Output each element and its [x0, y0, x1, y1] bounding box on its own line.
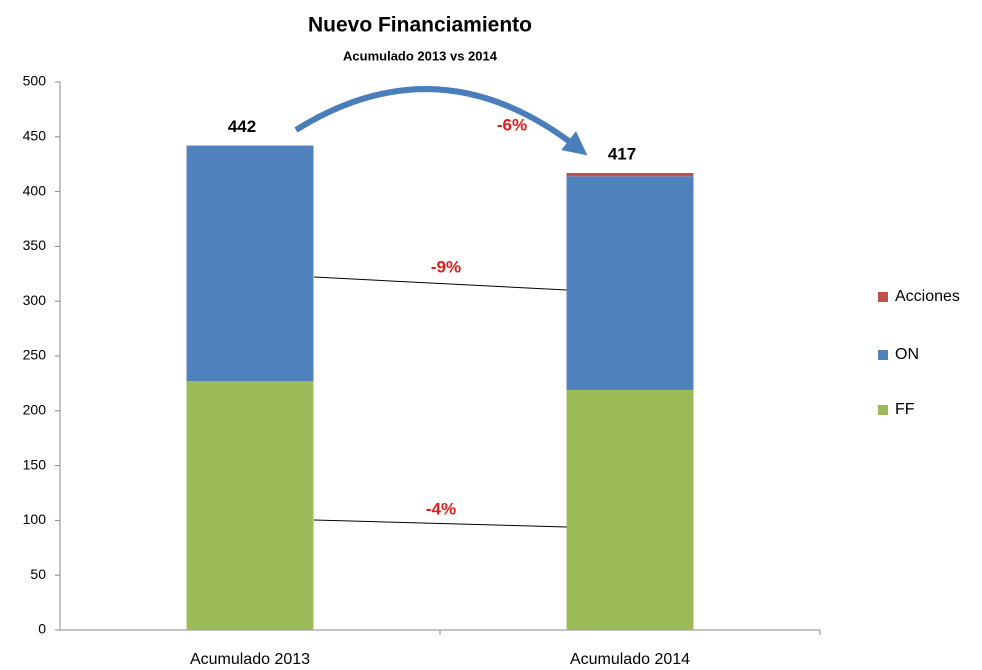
- y-tick-label: 200: [23, 402, 47, 418]
- bar-segment: [566, 389, 694, 630]
- chart-title: Nuevo Financiamiento: [308, 14, 532, 37]
- x-tick-label: Acumulado 2013: [190, 651, 310, 668]
- y-tick-label: 0: [38, 621, 46, 637]
- total-label: 442: [228, 117, 256, 136]
- y-tick-label: 150: [23, 456, 47, 472]
- arrow: [294, 86, 588, 156]
- bar-segment: [186, 381, 314, 630]
- connector: [313, 276, 568, 291]
- annotation: -9%: [431, 257, 461, 276]
- bar-segment: [566, 176, 694, 390]
- connector: [313, 519, 568, 528]
- legend-swatch: [878, 292, 888, 302]
- y-tick-label: 100: [23, 511, 47, 527]
- y-tick-label: 50: [30, 566, 46, 582]
- legend-label: Acciones: [895, 288, 960, 305]
- legend-label: FF: [895, 401, 915, 418]
- total-label: 417: [608, 144, 636, 163]
- legend-swatch: [878, 350, 888, 360]
- annotation: -6%: [497, 115, 527, 134]
- y-tick-label: 450: [23, 128, 47, 144]
- bar-segment: [566, 172, 694, 177]
- y-tick-label: 500: [23, 73, 47, 89]
- y-tick-label: 300: [23, 292, 47, 308]
- y-tick-label: 250: [23, 347, 47, 363]
- bar-segment: [186, 145, 314, 382]
- legend-label: ON: [895, 346, 919, 363]
- legend-swatch: [878, 405, 888, 415]
- y-tick-label: 350: [23, 237, 47, 253]
- annotation: -4%: [426, 499, 456, 518]
- x-tick-label: Acumulado 2014: [570, 651, 690, 668]
- chart-subtitle: Acumulado 2013 vs 2014: [343, 48, 498, 63]
- y-tick-label: 400: [23, 182, 47, 198]
